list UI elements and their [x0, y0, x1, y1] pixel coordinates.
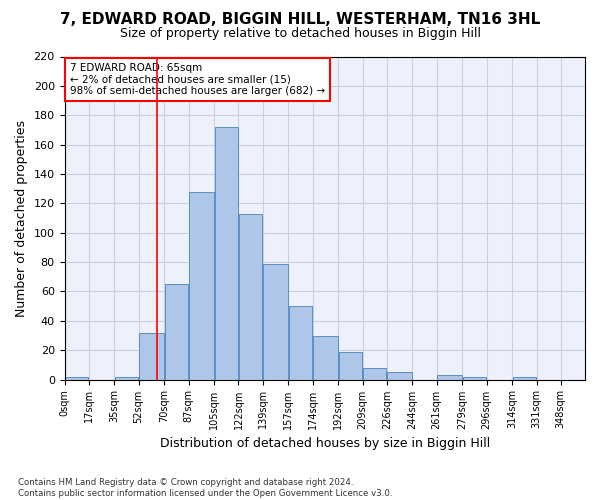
Bar — [239, 214, 262, 380]
Bar — [463, 376, 486, 380]
Bar — [165, 284, 188, 380]
Bar — [215, 127, 238, 380]
Bar — [363, 368, 386, 380]
X-axis label: Distribution of detached houses by size in Biggin Hill: Distribution of detached houses by size … — [160, 437, 490, 450]
Bar — [115, 376, 139, 380]
Bar — [387, 372, 412, 380]
Bar — [139, 332, 164, 380]
Bar — [189, 192, 214, 380]
Text: Contains HM Land Registry data © Crown copyright and database right 2024.
Contai: Contains HM Land Registry data © Crown c… — [18, 478, 392, 498]
Y-axis label: Number of detached properties: Number of detached properties — [15, 120, 28, 316]
Text: 7, EDWARD ROAD, BIGGIN HILL, WESTERHAM, TN16 3HL: 7, EDWARD ROAD, BIGGIN HILL, WESTERHAM, … — [60, 12, 540, 28]
Text: Size of property relative to detached houses in Biggin Hill: Size of property relative to detached ho… — [119, 28, 481, 40]
Text: 7 EDWARD ROAD: 65sqm
← 2% of detached houses are smaller (15)
98% of semi-detach: 7 EDWARD ROAD: 65sqm ← 2% of detached ho… — [70, 63, 325, 96]
Bar — [263, 264, 288, 380]
Bar — [338, 352, 362, 380]
Bar — [313, 336, 338, 380]
Bar — [437, 375, 462, 380]
Bar — [289, 306, 312, 380]
Bar — [512, 376, 536, 380]
Bar — [65, 376, 88, 380]
